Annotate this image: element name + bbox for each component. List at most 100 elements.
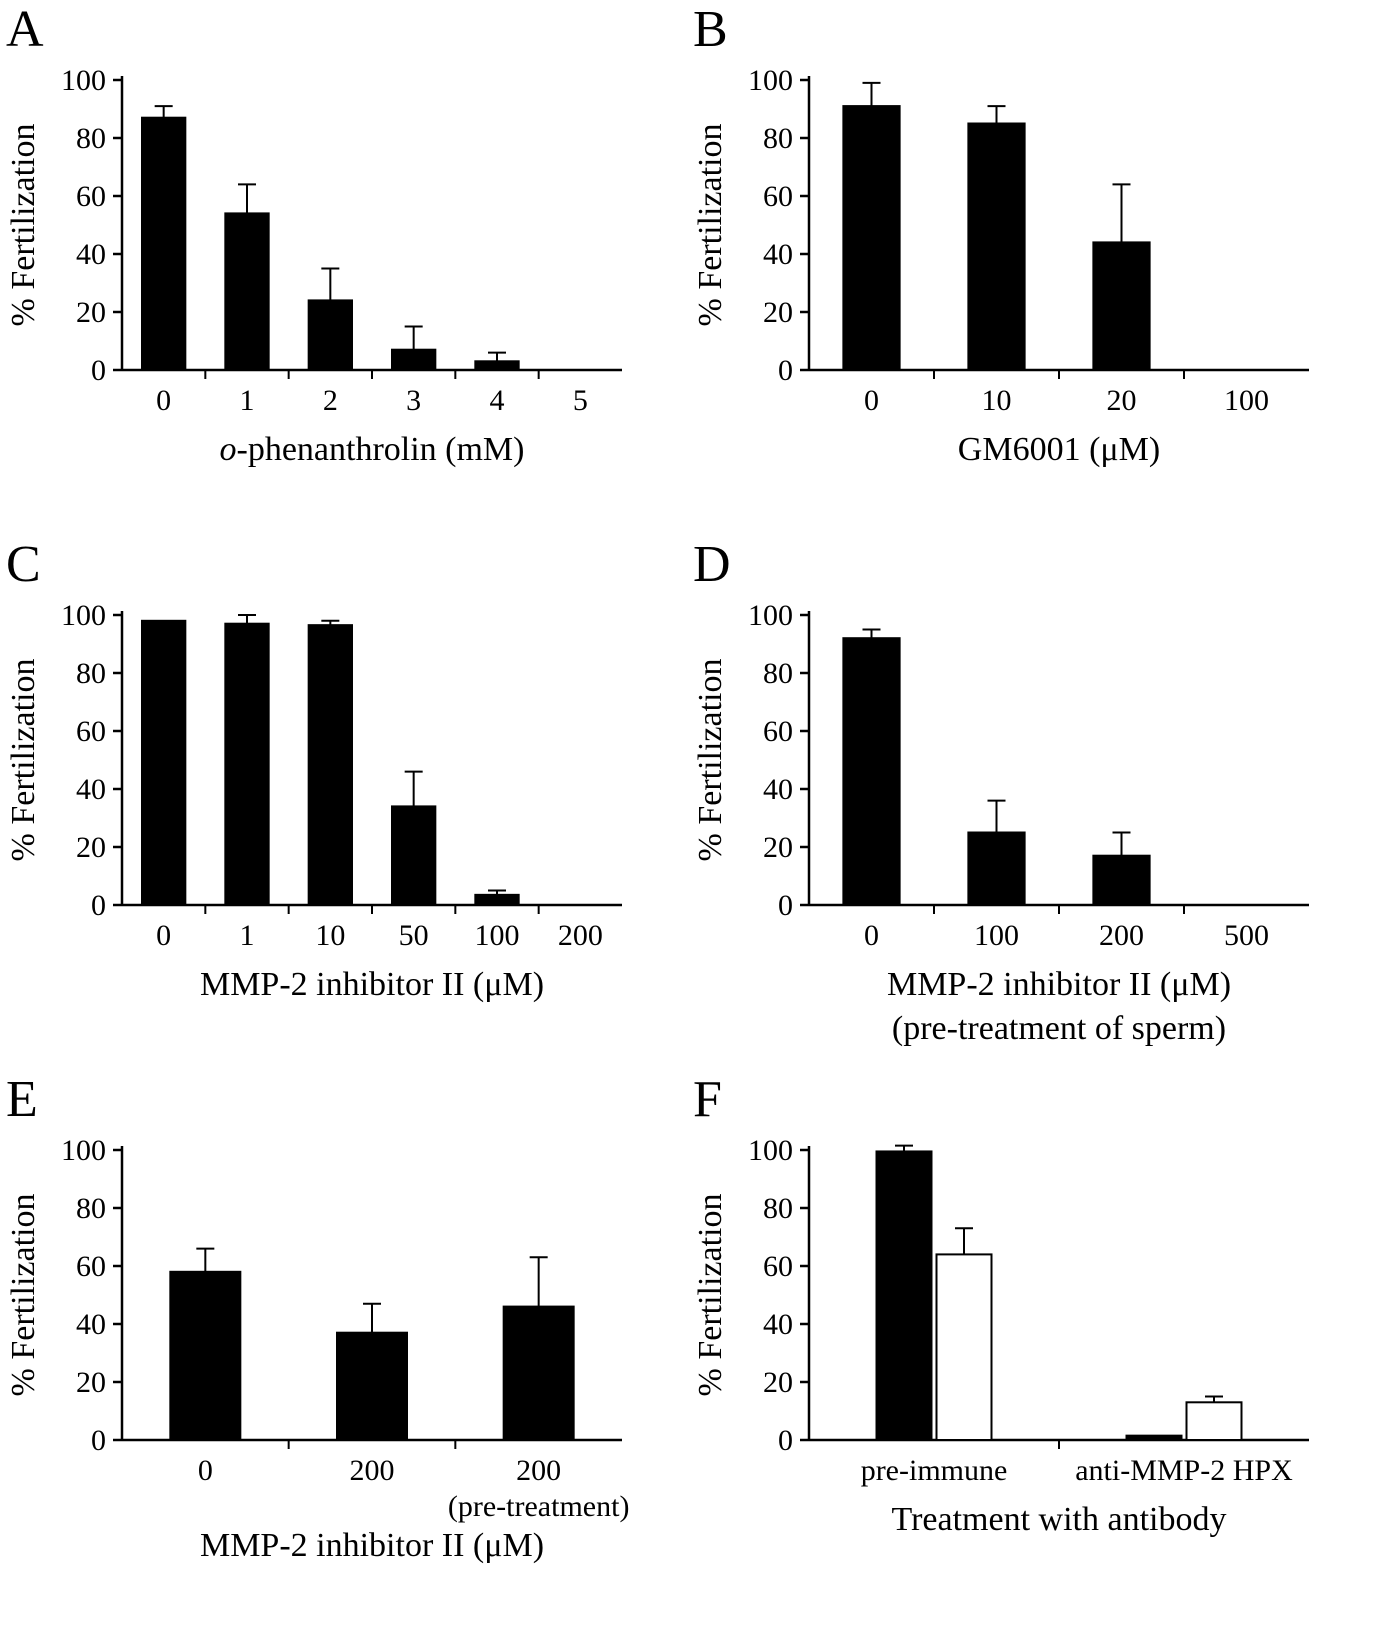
svg-text:20: 20 bbox=[76, 296, 106, 329]
svg-text:40: 40 bbox=[76, 238, 106, 271]
svg-text:20: 20 bbox=[76, 1366, 106, 1399]
svg-text:100: 100 bbox=[61, 64, 106, 97]
panel-D: D 0 20 40 60 80 100 % Fertilization 0 100 200 500 M… bbox=[687, 535, 1375, 1070]
svg-text:% Fertilization: % Fertilization bbox=[692, 658, 729, 861]
svg-text:0: 0 bbox=[778, 354, 793, 387]
svg-text:pre-immune: pre-immune bbox=[861, 1454, 1008, 1487]
svg-text:o-phenanthrolin (mM): o-phenanthrolin (mM) bbox=[220, 431, 525, 468]
svg-text:10: 10 bbox=[982, 384, 1012, 417]
svg-text:0: 0 bbox=[156, 384, 171, 417]
svg-text:(pre-treatment): (pre-treatment) bbox=[448, 1490, 630, 1523]
svg-text:% Fertilization: % Fertilization bbox=[5, 1193, 42, 1396]
panel-B: B 0 20 40 60 80 100 % Fertilization 0 10 20 100 GM6… bbox=[687, 0, 1375, 535]
svg-text:40: 40 bbox=[763, 773, 793, 806]
svg-text:60: 60 bbox=[76, 180, 106, 213]
svg-text:50: 50 bbox=[399, 919, 429, 952]
panel-B-letter: B bbox=[693, 1, 728, 58]
panel-E-letter: E bbox=[6, 1071, 38, 1128]
svg-text:20: 20 bbox=[76, 831, 106, 864]
svg-text:200: 200 bbox=[1099, 919, 1144, 952]
panel-A-chart: 0 20 40 60 80 100 % Fertilization 0 1 2 3 4 5 o-phena… bbox=[0, 30, 687, 540]
panel-C: C 0 20 40 60 80 100 % Fertilization 0 1 10 50 100 20… bbox=[0, 535, 687, 1070]
svg-text:0: 0 bbox=[778, 1424, 793, 1457]
svg-text:Treatment with antibody: Treatment with antibody bbox=[892, 1501, 1227, 1538]
chart-svg-F: 0 20 40 60 80 100 % Fertilization pre-immune ant… bbox=[692, 1134, 1309, 1538]
svg-text:0: 0 bbox=[156, 919, 171, 952]
svg-text:100: 100 bbox=[61, 1134, 106, 1167]
svg-text:MMP-2 inhibitor II (μM): MMP-2 inhibitor II (μM) bbox=[200, 966, 544, 1003]
svg-text:100: 100 bbox=[974, 919, 1019, 952]
svg-text:100: 100 bbox=[748, 1134, 793, 1167]
svg-text:MMP-2 inhibitor II (μM): MMP-2 inhibitor II (μM) bbox=[200, 1527, 544, 1564]
svg-text:(pre-treatment of sperm): (pre-treatment of sperm) bbox=[892, 1010, 1226, 1047]
svg-text:80: 80 bbox=[763, 657, 793, 690]
svg-text:1: 1 bbox=[240, 919, 255, 952]
panel-A-letter: A bbox=[6, 1, 44, 58]
svg-text:100: 100 bbox=[1224, 384, 1269, 417]
svg-text:80: 80 bbox=[76, 657, 106, 690]
svg-text:100: 100 bbox=[475, 919, 520, 952]
svg-text:40: 40 bbox=[763, 238, 793, 271]
svg-text:20: 20 bbox=[1107, 384, 1137, 417]
svg-text:10: 10 bbox=[315, 919, 345, 952]
svg-text:MMP-2 inhibitor II (μM): MMP-2 inhibitor II (μM) bbox=[887, 966, 1231, 1003]
svg-text:4: 4 bbox=[490, 384, 505, 417]
svg-text:500: 500 bbox=[1224, 919, 1269, 952]
svg-text:0: 0 bbox=[91, 354, 106, 387]
svg-text:2: 2 bbox=[323, 384, 338, 417]
svg-text:0: 0 bbox=[91, 1424, 106, 1457]
svg-text:60: 60 bbox=[76, 1250, 106, 1283]
svg-text:40: 40 bbox=[763, 1308, 793, 1341]
svg-text:5: 5 bbox=[573, 384, 588, 417]
svg-text:1: 1 bbox=[240, 384, 255, 417]
svg-text:80: 80 bbox=[763, 1192, 793, 1225]
svg-text:80: 80 bbox=[76, 1192, 106, 1225]
svg-text:80: 80 bbox=[76, 122, 106, 155]
svg-text:0: 0 bbox=[198, 1454, 213, 1487]
svg-text:60: 60 bbox=[76, 715, 106, 748]
svg-text:100: 100 bbox=[61, 599, 106, 632]
svg-text:100: 100 bbox=[748, 64, 793, 97]
svg-text:60: 60 bbox=[763, 180, 793, 213]
panel-D-chart: 0 20 40 60 80 100 % Fertilization 0 100 200 500 MMP… bbox=[687, 565, 1374, 1075]
svg-text:GM6001 (μM): GM6001 (μM) bbox=[958, 431, 1160, 468]
chart-svg-A: 0 20 40 60 80 100 % Fertilization 0 1 2 3 4 5 o-phena… bbox=[5, 64, 622, 468]
chart-svg-C: 0 20 40 60 80 100 % Fertilization 0 1 10 50 100 200 M… bbox=[5, 599, 622, 1003]
svg-text:0: 0 bbox=[91, 889, 106, 922]
svg-text:0: 0 bbox=[864, 919, 879, 952]
svg-text:anti-MMP-2 HPX: anti-MMP-2 HPX bbox=[1075, 1454, 1293, 1487]
svg-text:3: 3 bbox=[406, 384, 421, 417]
panel-E: E 0 20 40 60 80 100% Fertilization 0 200 200 (pre… bbox=[0, 1070, 687, 1652]
svg-text:% Fertilization: % Fertilization bbox=[692, 123, 729, 326]
panel-F-letter: F bbox=[693, 1071, 722, 1128]
panel-B-chart: 0 20 40 60 80 100 % Fertilization 0 10 20 100 GM600… bbox=[687, 30, 1374, 540]
chart-svg-B: 0 20 40 60 80 100 % Fertilization 0 10 20 100 GM600… bbox=[692, 64, 1309, 468]
chart-svg-D: 0 20 40 60 80 100 % Fertilization 0 100 200 500 MMP… bbox=[692, 599, 1309, 1047]
svg-text:0: 0 bbox=[864, 384, 879, 417]
panel-C-letter: C bbox=[6, 536, 41, 593]
svg-text:60: 60 bbox=[763, 715, 793, 748]
svg-text:20: 20 bbox=[763, 296, 793, 329]
svg-text:100: 100 bbox=[748, 599, 793, 632]
svg-text:% Fertilization: % Fertilization bbox=[5, 658, 42, 861]
svg-text:20: 20 bbox=[763, 831, 793, 864]
svg-text:200: 200 bbox=[516, 1454, 561, 1487]
panel-D-letter: D bbox=[693, 536, 731, 593]
panel-F-chart: 0 20 40 60 80 100 % Fertilization pre-immune ant… bbox=[687, 1100, 1374, 1610]
panel-F: F 0 20 40 60 80 100 % Fertilization pre-immune a… bbox=[687, 1070, 1375, 1652]
svg-text:40: 40 bbox=[76, 773, 106, 806]
svg-text:40: 40 bbox=[76, 1308, 106, 1341]
svg-text:80: 80 bbox=[763, 122, 793, 155]
svg-text:60: 60 bbox=[763, 1250, 793, 1283]
panel-A: A 0 20 40 60 80 100 % Fertilization 0 1 2 3 4 5 o-phe… bbox=[0, 0, 687, 535]
panel-E-chart: 0 20 40 60 80 100% Fertilization 0 200 200 (pre-t… bbox=[0, 1100, 687, 1610]
svg-text:20: 20 bbox=[763, 1366, 793, 1399]
svg-text:% Fertilization: % Fertilization bbox=[5, 123, 42, 326]
panel-C-chart: 0 20 40 60 80 100 % Fertilization 0 1 10 50 100 200 M… bbox=[0, 565, 687, 1075]
svg-text:200: 200 bbox=[558, 919, 603, 952]
svg-text:% Fertilization: % Fertilization bbox=[692, 1193, 729, 1396]
svg-text:200: 200 bbox=[350, 1454, 395, 1487]
svg-text:0: 0 bbox=[778, 889, 793, 922]
